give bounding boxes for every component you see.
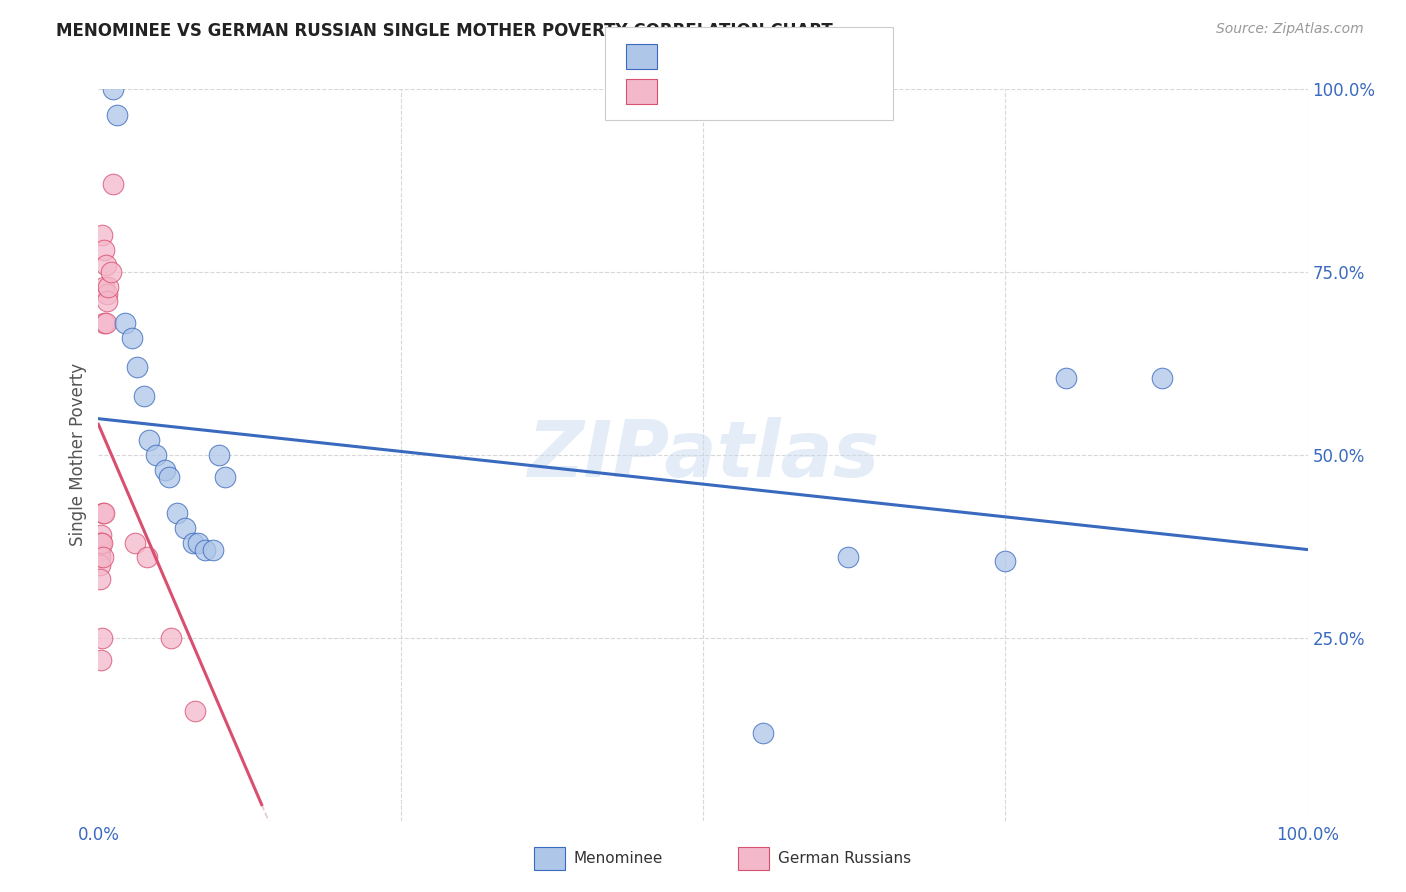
Point <box>97 279 120 293</box>
Point <box>89 543 111 558</box>
Point <box>91 535 114 549</box>
Point <box>91 631 114 645</box>
Text: MENOMINEE VS GERMAN RUSSIAN SINGLE MOTHER POVERTY CORRELATION CHART: MENOMINEE VS GERMAN RUSSIAN SINGLE MOTHE… <box>56 22 832 40</box>
Point <box>214 470 236 484</box>
Text: R =: R = <box>668 45 704 63</box>
Text: 0.357: 0.357 <box>699 82 751 100</box>
Text: 0.185: 0.185 <box>699 45 751 63</box>
Point <box>90 653 112 667</box>
Point <box>208 448 231 462</box>
Point <box>90 528 112 542</box>
Point <box>202 543 225 558</box>
Text: German Russians: German Russians <box>778 851 911 865</box>
Point <box>91 507 114 521</box>
Point <box>166 507 188 521</box>
Y-axis label: Single Mother Poverty: Single Mother Poverty <box>69 363 87 547</box>
Point <box>994 554 1017 568</box>
Text: 23: 23 <box>801 45 825 63</box>
Point <box>89 550 111 565</box>
Point <box>93 243 115 257</box>
Point <box>160 631 183 645</box>
Point <box>174 521 197 535</box>
Point <box>153 462 176 476</box>
Point <box>138 434 160 448</box>
Point <box>121 331 143 345</box>
Text: N =: N = <box>763 45 811 63</box>
Point <box>93 507 115 521</box>
Point <box>100 265 122 279</box>
Point <box>93 279 115 293</box>
Point <box>135 550 157 565</box>
Point <box>181 535 204 549</box>
Point <box>91 228 114 243</box>
Point <box>114 316 136 330</box>
Point <box>752 726 775 740</box>
Point <box>89 558 111 572</box>
Point <box>127 360 149 375</box>
Point <box>91 550 114 565</box>
Point <box>96 294 118 309</box>
Point <box>94 258 117 272</box>
Point <box>89 535 111 549</box>
Point <box>145 448 167 462</box>
Text: ZIPatlas: ZIPatlas <box>527 417 879 493</box>
Point <box>134 389 156 403</box>
Point <box>89 572 111 586</box>
Point <box>96 287 118 301</box>
Text: Source: ZipAtlas.com: Source: ZipAtlas.com <box>1216 22 1364 37</box>
Point <box>837 550 859 565</box>
Point <box>101 82 124 96</box>
Point <box>90 535 112 549</box>
Point <box>105 108 128 122</box>
Point <box>194 543 217 558</box>
Point <box>184 704 207 718</box>
Point <box>94 316 117 330</box>
Text: N =: N = <box>763 82 811 100</box>
Text: R =: R = <box>668 82 704 100</box>
Point <box>1054 371 1077 385</box>
Text: Menominee: Menominee <box>574 851 664 865</box>
Point <box>1152 371 1174 385</box>
Point <box>124 535 146 549</box>
Point <box>101 178 124 192</box>
Point <box>187 535 209 549</box>
Point <box>157 470 180 484</box>
Point <box>93 316 115 330</box>
Text: 28: 28 <box>801 82 824 100</box>
